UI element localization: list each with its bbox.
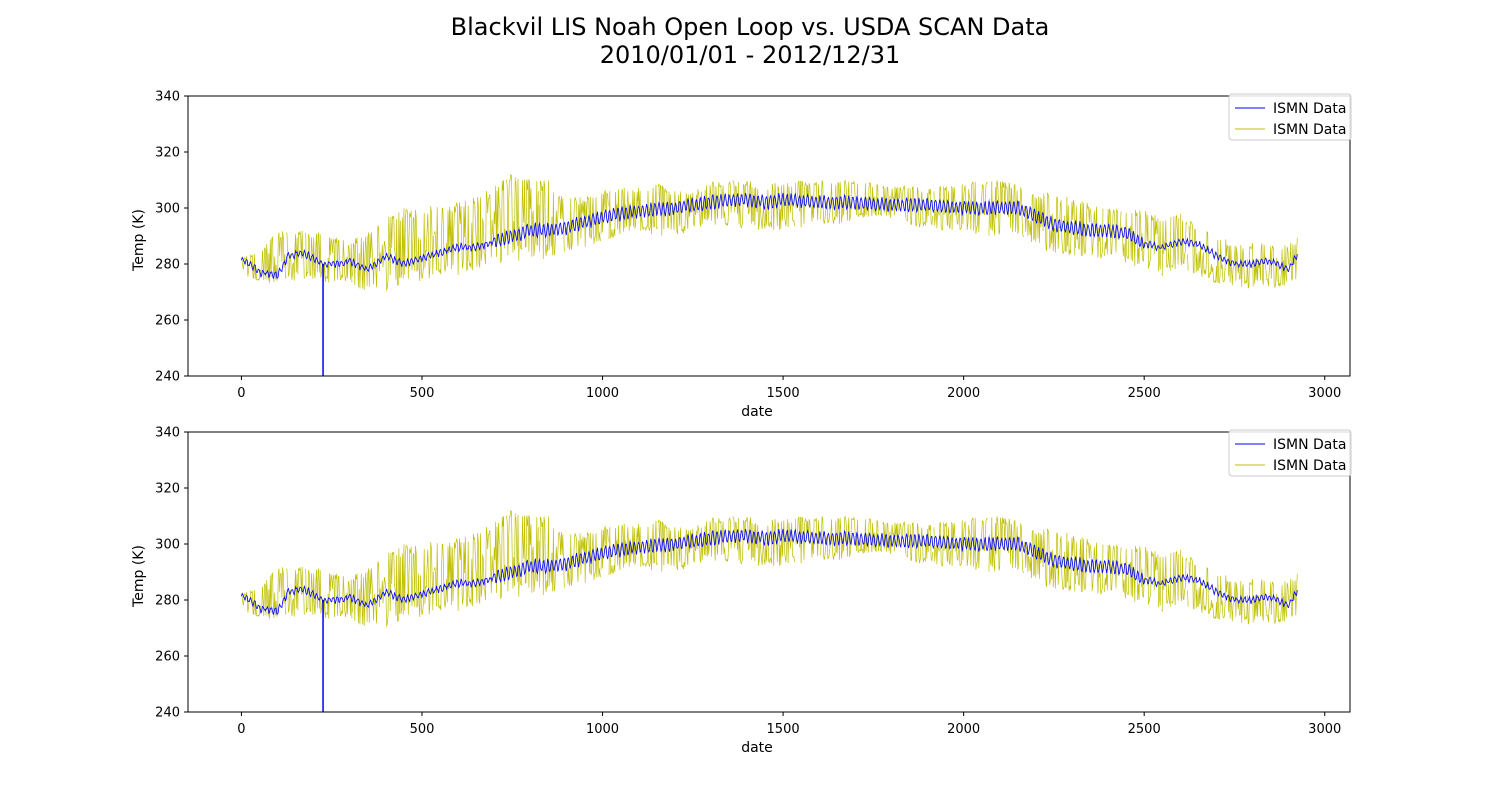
legend-label: ISMN Data: [1273, 101, 1346, 117]
y-tick-label: 260: [155, 314, 180, 329]
x-tick-label: 2000: [947, 386, 980, 401]
y-tick-label: 340: [155, 426, 180, 441]
series-line-ismn-yellow: [241, 174, 1298, 291]
y-tick-label: 280: [155, 594, 180, 609]
subplot-bottom: 0 500 1000 1500 2000 2500 3000 240 260 280 300 320 3…: [131, 426, 1352, 756]
series-line-ismn-blue: [241, 528, 1298, 616]
x-tick-label: 1000: [586, 722, 619, 737]
chart-title-line-1: Blackvil LIS Noah Open Loop vs. USDA SCA…: [451, 13, 1050, 41]
x-axis-label: date: [741, 404, 773, 420]
subplot-top: 0 500 1000 1500 2000 2500 3000 240 260 280 300 320 3…: [131, 90, 1352, 420]
x-tick-label: 1500: [767, 722, 800, 737]
x-tick-label: 2500: [1128, 722, 1161, 737]
x-axis-label: date: [741, 740, 773, 756]
x-tick-label: 3000: [1308, 722, 1341, 737]
y-tick-label: 260: [155, 650, 180, 665]
y-tick-label: 300: [155, 202, 180, 217]
axes-frame: [187, 95, 1351, 377]
y-axis-label: Temp (K): [131, 209, 147, 272]
x-tick-label: 2000: [947, 722, 980, 737]
y-tick-label: 300: [155, 538, 180, 553]
x-tick-label: 1000: [586, 386, 619, 401]
y-tick-label: 320: [155, 482, 180, 497]
y-tick-label: 280: [155, 258, 180, 273]
x-tick-label: 500: [410, 386, 435, 401]
x-tick-label: 1500: [767, 386, 800, 401]
axes-frame: [187, 431, 1351, 713]
y-tick-label: 320: [155, 146, 180, 161]
x-tick-label: 0: [237, 722, 245, 737]
x-tick-label: 500: [410, 722, 435, 737]
x-tick-label: 0: [237, 386, 245, 401]
series-line-ismn-blue: [241, 192, 1298, 280]
y-tick-label: 340: [155, 90, 180, 105]
chart-title-line-2: 2010/01/01 - 2012/12/31: [600, 41, 901, 69]
y-tick-label: 240: [155, 706, 180, 721]
legend-label: ISMN Data: [1273, 458, 1346, 474]
x-tick-label: 3000: [1308, 386, 1341, 401]
plot-area: [241, 174, 1298, 376]
legend-label: ISMN Data: [1273, 122, 1346, 138]
legend-label: ISMN Data: [1273, 437, 1346, 453]
y-tick-label: 240: [155, 370, 180, 385]
series-line-ismn-yellow: [241, 510, 1298, 627]
y-axis-label: Temp (K): [131, 545, 147, 608]
x-tick-label: 2500: [1128, 386, 1161, 401]
plot-area: [241, 510, 1298, 712]
